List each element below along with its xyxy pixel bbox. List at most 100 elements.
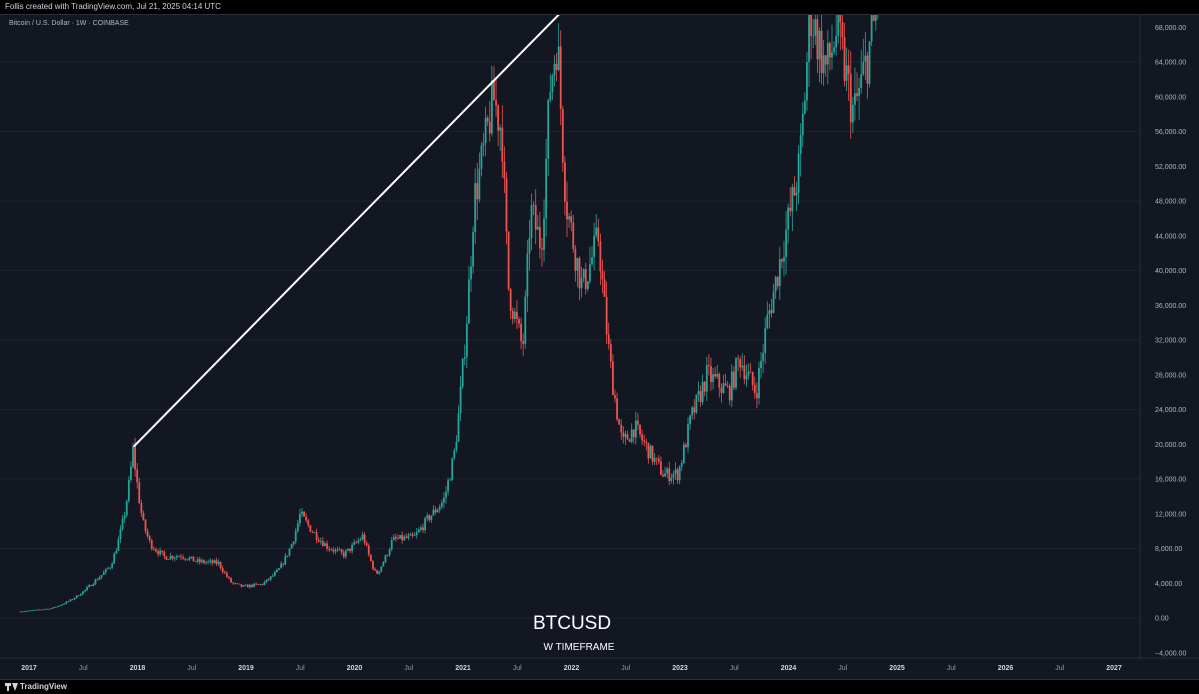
candle-body xyxy=(484,117,487,144)
drawings xyxy=(133,15,1062,447)
resistance-trendline[interactable] xyxy=(133,15,1062,447)
candle-body xyxy=(382,562,385,567)
candle-body xyxy=(543,218,545,250)
candle-body xyxy=(549,92,552,101)
candle-body xyxy=(282,563,285,565)
candle-body xyxy=(332,549,335,552)
candle-body xyxy=(737,358,739,360)
candle-body xyxy=(511,310,514,319)
candle-body xyxy=(697,391,700,395)
candle-body xyxy=(701,382,704,403)
candle-body xyxy=(273,572,276,576)
candle-body xyxy=(142,513,145,520)
time-axis[interactable]: 2017 Jul 2018 Jul 2019 Jul 2020 Jul 2021 Jul 2022 J… xyxy=(0,657,1199,672)
candle-body xyxy=(173,557,176,559)
candle-body xyxy=(286,555,289,557)
candle-body xyxy=(778,259,781,286)
candle-body xyxy=(803,100,806,114)
candle-body xyxy=(849,74,852,123)
candle-body xyxy=(196,559,199,562)
candle-body xyxy=(724,383,727,386)
candle-body xyxy=(645,441,648,443)
x-tick-label: 2022 xyxy=(564,665,580,672)
candle-body xyxy=(46,608,49,610)
candle-body xyxy=(27,610,30,612)
candle-body xyxy=(781,259,783,262)
candle-body xyxy=(225,572,228,577)
candle-body xyxy=(668,468,671,482)
btcusd-chart[interactable]: −8,000.00−4,000.000.004,000.008,000.0012… xyxy=(0,15,1199,679)
candle-body xyxy=(38,609,40,611)
candle-body xyxy=(465,323,468,358)
candle-body xyxy=(296,523,299,532)
candle-body xyxy=(762,353,765,361)
candle-body xyxy=(25,610,28,612)
candle-body xyxy=(459,386,462,414)
candle-body xyxy=(582,269,585,279)
candle-body xyxy=(501,127,504,162)
candle-body xyxy=(486,117,489,122)
candle-body xyxy=(622,432,625,437)
candle-body xyxy=(568,216,570,220)
candle-body xyxy=(593,235,596,258)
candle-body xyxy=(793,186,796,196)
candle-body xyxy=(407,535,410,538)
candle-body xyxy=(132,446,134,467)
candle-body xyxy=(401,534,404,541)
price-axis[interactable]: −8,000.00−4,000.000.004,000.008,000.0012… xyxy=(1139,15,1192,679)
candle-body xyxy=(442,497,445,503)
candle-body xyxy=(578,258,581,289)
candle-body xyxy=(810,15,813,36)
candle-body xyxy=(822,55,825,74)
candle-body xyxy=(115,550,118,554)
candle-body xyxy=(104,568,107,573)
attribution-text: Follis created with TradingView.com, Jul… xyxy=(5,2,221,11)
candle-body xyxy=(259,584,262,585)
candle-body xyxy=(710,366,712,382)
candle-body xyxy=(263,582,266,585)
candle-body xyxy=(200,560,203,563)
candle-body xyxy=(205,562,207,564)
candle-body xyxy=(244,584,247,586)
candle-body xyxy=(42,609,45,611)
candle-body xyxy=(248,584,251,588)
candle-body xyxy=(34,609,36,611)
candle-body xyxy=(167,559,170,560)
candle-body xyxy=(747,371,750,376)
grid-lines xyxy=(0,61,1140,619)
candle-body xyxy=(470,266,472,280)
x-tick-label: 2027 xyxy=(1106,665,1122,672)
candle-body xyxy=(457,413,460,442)
candle-body xyxy=(516,311,518,320)
candle-body xyxy=(495,100,497,106)
candle-body xyxy=(561,108,564,163)
candle-body xyxy=(294,531,297,542)
candle-body xyxy=(405,536,408,538)
candle-body xyxy=(240,584,243,587)
candle-body xyxy=(584,269,587,289)
candle-body xyxy=(808,15,810,63)
chart-area[interactable]: −8,000.00−4,000.000.004,000.008,000.0012… xyxy=(0,15,1199,679)
candle-body xyxy=(818,30,821,60)
symbol-legend[interactable]: Bitcoin / U.S. Dollar · 1W · COINBASE xyxy=(9,20,129,27)
candle-body xyxy=(526,253,529,297)
candle-body xyxy=(29,610,32,612)
candle-body xyxy=(357,540,360,543)
candle-body xyxy=(845,65,848,81)
candle-body xyxy=(453,450,456,459)
candle-body xyxy=(637,420,639,425)
candle-body xyxy=(758,368,760,399)
candle-body xyxy=(687,424,689,448)
candle-body xyxy=(307,520,310,526)
candle-body xyxy=(837,15,840,36)
candle-body xyxy=(102,572,105,575)
x-tick-label: Jul xyxy=(513,665,522,672)
y-tick-label: 8,000.00 xyxy=(1155,546,1182,553)
candle-body xyxy=(134,446,136,470)
candle-body xyxy=(152,548,155,550)
candle-body xyxy=(161,550,164,553)
candle-body xyxy=(657,458,660,462)
candle-body xyxy=(570,216,573,223)
candle-body xyxy=(84,589,86,592)
candle-body xyxy=(184,558,187,560)
